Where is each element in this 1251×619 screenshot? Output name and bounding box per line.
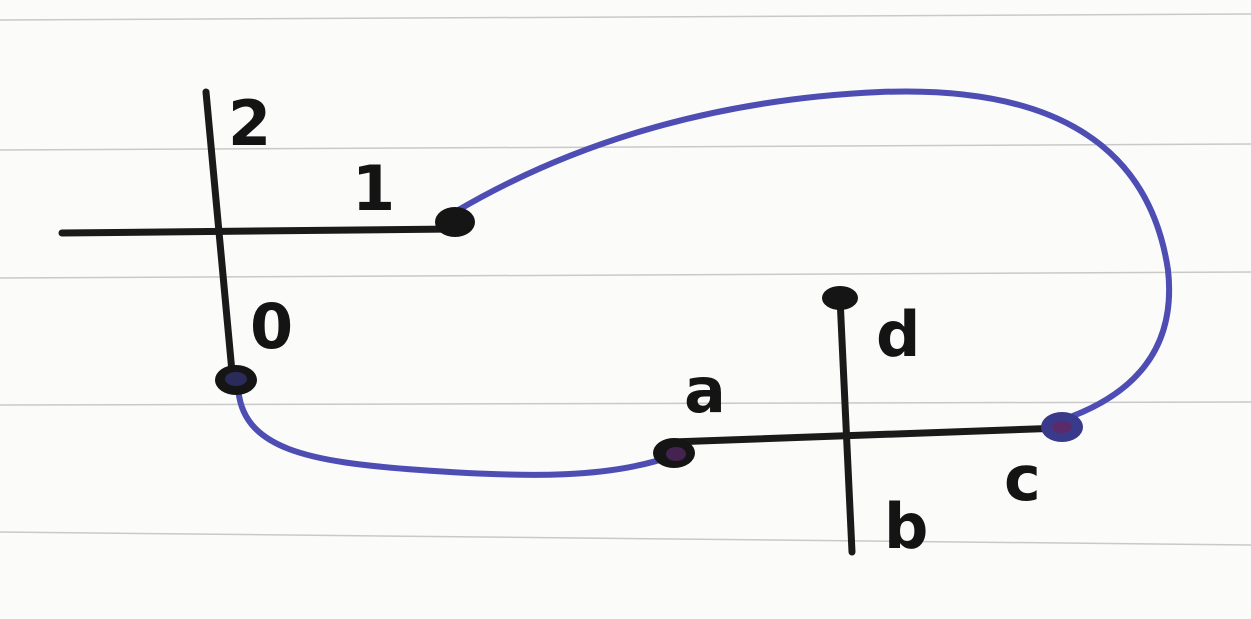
terminal-d-dot: [822, 286, 858, 310]
right-junction-horizontal-line: [668, 424, 1066, 446]
blue-wire-1-to-c: [452, 88, 1173, 423]
label-2: 2: [228, 87, 271, 160]
right-junction-vertical-line: [836, 294, 856, 556]
left-junction-horizontal-line: [58, 225, 459, 237]
label-c: c: [1004, 442, 1041, 515]
left-junction: [58, 88, 475, 395]
label-b: b: [884, 490, 928, 563]
label-1: 1: [352, 152, 395, 225]
label-0: 0: [250, 290, 293, 363]
right-junction: [653, 286, 1083, 556]
blue-wire-0-to-a: [235, 382, 675, 478]
terminal-1-dot: [435, 207, 475, 237]
label-a: a: [684, 354, 726, 427]
label-d: d: [876, 298, 920, 371]
